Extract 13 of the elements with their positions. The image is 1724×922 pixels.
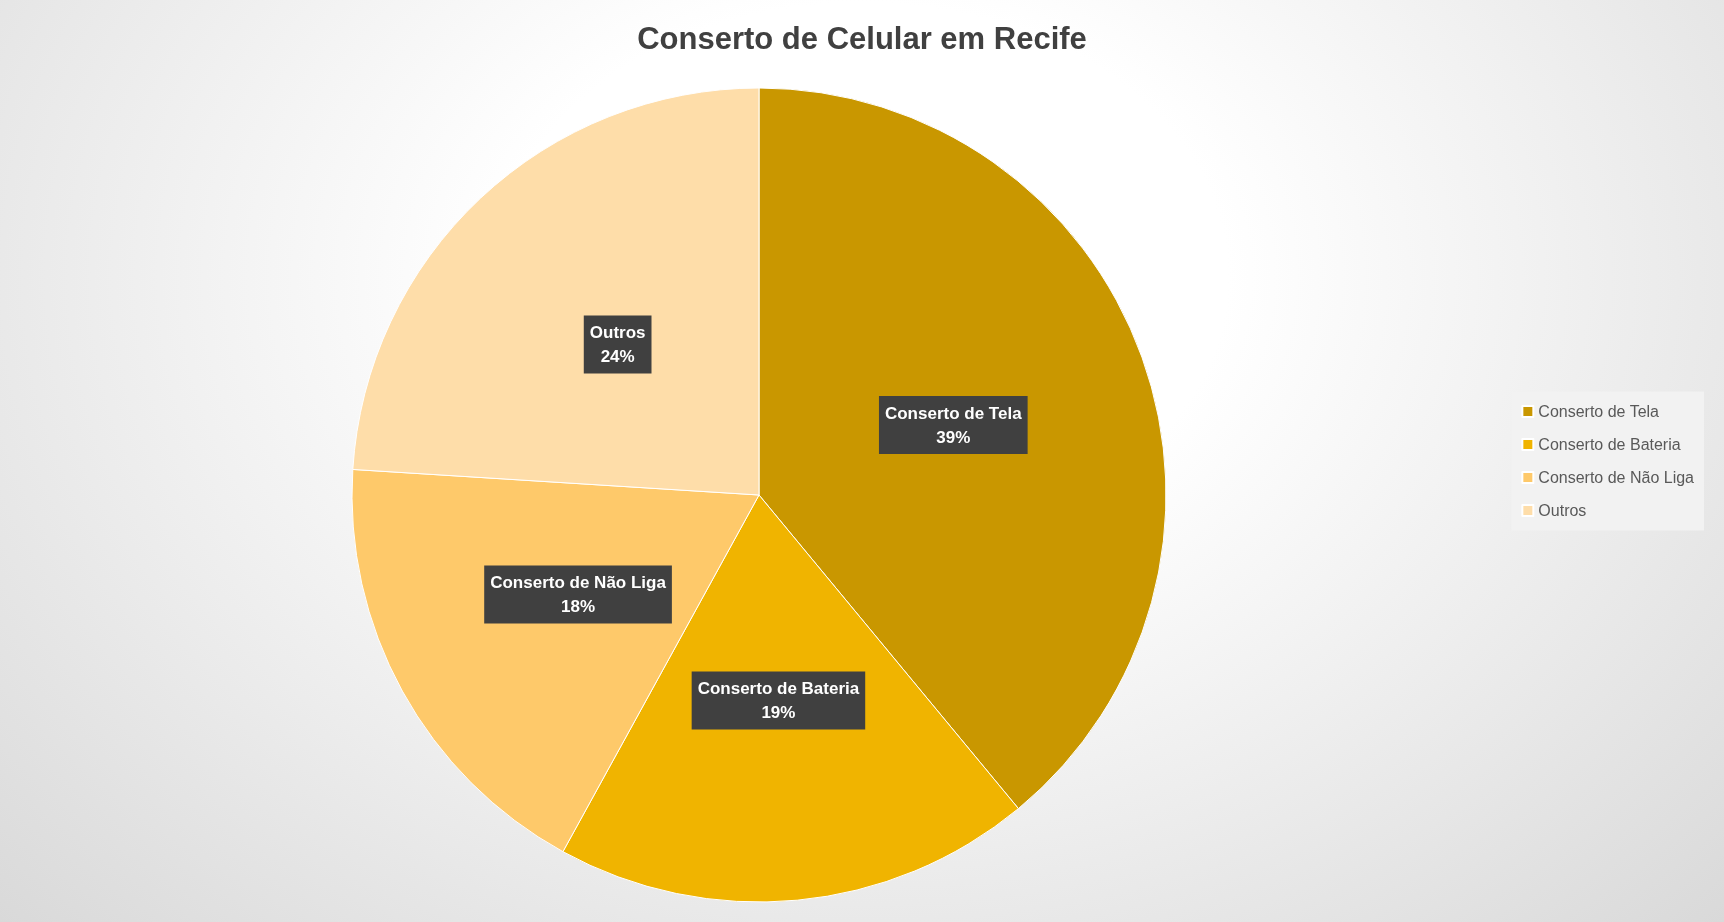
legend-label: Conserto de Não Liga [1538, 469, 1695, 486]
legend-label: Outros [1538, 502, 1587, 519]
data-label: 24% [600, 346, 635, 366]
legend-label: Conserto de Tela [1538, 403, 1660, 420]
chart-title: Conserto de Celular em Recife [637, 21, 1087, 56]
data-label: 39% [936, 427, 971, 447]
data-label: 19% [761, 703, 796, 723]
slice-label: Conserto de Tela [884, 403, 1023, 423]
slice-label: Conserto de Bateria [697, 679, 860, 699]
slice-label: Outros [589, 322, 646, 342]
data-label: 18% [561, 596, 596, 616]
slice-label: Conserto de Não Liga [490, 572, 667, 592]
legend-label: Conserto de Bateria [1538, 436, 1681, 453]
